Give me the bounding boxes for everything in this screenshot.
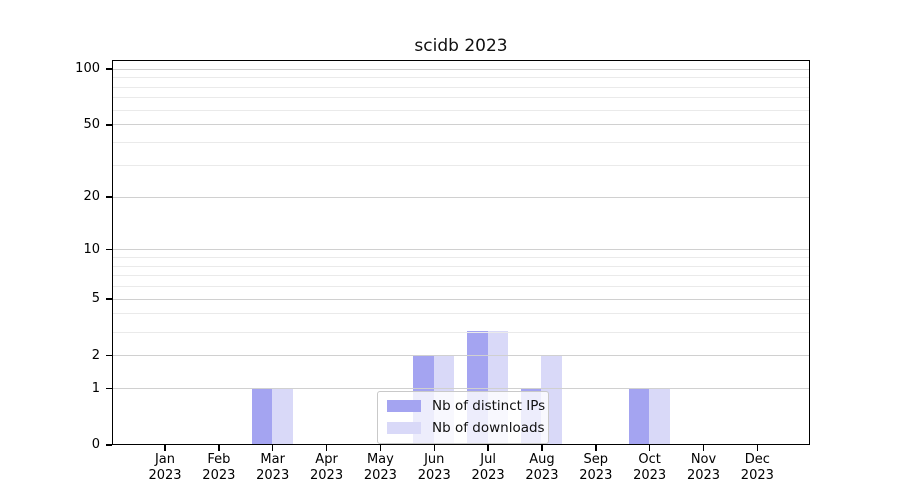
- y-tick-mark: [106, 354, 112, 357]
- y-tick-mark: [106, 298, 112, 300]
- x-tick-month: Oct: [638, 452, 661, 467]
- y-tick-mark: [106, 444, 112, 446]
- x-tick-mark: [164, 445, 166, 451]
- grid-layer: [113, 61, 809, 444]
- x-tick-label: Apr 2023: [297, 452, 357, 484]
- gridline-major: [113, 355, 809, 357]
- x-tick-mark: [271, 445, 274, 451]
- x-tick-mark: [756, 445, 759, 451]
- bar: [272, 387, 293, 444]
- x-tick-label: Jan 2023: [135, 452, 195, 484]
- y-tick-label: 20: [83, 189, 100, 205]
- gridline-major: [113, 124, 809, 126]
- x-tick-label: Jun 2023: [404, 452, 464, 484]
- gridline-minor: [113, 142, 809, 144]
- x-tick-mark: [218, 445, 220, 451]
- bar: [649, 387, 670, 444]
- x-tick-year: 2023: [740, 468, 774, 483]
- x-tick-month: Aug: [529, 452, 555, 467]
- legend-swatch-distinct-ips: [387, 400, 421, 412]
- gridline-minor: [113, 109, 809, 111]
- x-tick-month: Sep: [583, 452, 609, 467]
- gridline-major: [113, 68, 809, 70]
- x-tick-year: 2023: [525, 468, 559, 483]
- x-tick-year: 2023: [633, 468, 667, 483]
- bar: [628, 387, 650, 444]
- x-tick-mark: [595, 445, 597, 451]
- y-tick-mark: [106, 68, 112, 70]
- x-tick-mark: [325, 445, 328, 451]
- y-tick-mark: [106, 248, 112, 251]
- y-tick-label: 10: [83, 241, 100, 257]
- gridline-major: [113, 249, 809, 251]
- legend: Nb of distinct IPs Nb of downloads: [377, 391, 549, 444]
- chart-title: scidb 2023: [414, 36, 508, 56]
- x-tick-month: Apr: [315, 452, 338, 467]
- y-tick-label: 100: [75, 61, 100, 77]
- gridline-minor: [113, 164, 809, 166]
- y-tick-label: 50: [83, 116, 100, 132]
- x-tick-month: Nov: [690, 452, 717, 467]
- gridline-major: [113, 196, 809, 198]
- y-tick-mark: [106, 387, 112, 390]
- x-tick-month: Mar: [260, 452, 285, 467]
- x-tick-mark: [702, 445, 705, 451]
- gridline-minor: [113, 313, 809, 315]
- gridline-minor: [113, 265, 809, 267]
- x-tick-year: 2023: [310, 468, 344, 483]
- x-tick-mark: [541, 445, 543, 451]
- y-tick-label: 0: [91, 437, 100, 452]
- gridline-major: [113, 388, 809, 390]
- gridline-minor: [113, 86, 809, 88]
- legend-swatch-downloads: [387, 422, 421, 434]
- x-tick-label: Sep 2023: [566, 452, 626, 484]
- x-tick-year: 2023: [686, 468, 721, 483]
- x-tick-label: Jul 2023: [458, 452, 518, 484]
- x-tick-year: 2023: [202, 468, 236, 483]
- x-tick-month: Feb: [207, 452, 231, 467]
- y-tick-label: 5: [91, 291, 100, 307]
- gridline-minor: [113, 77, 809, 79]
- gridline-minor: [113, 331, 809, 333]
- gridline-minor: [113, 275, 809, 277]
- bar: [251, 387, 273, 444]
- legend-item-downloads: Nb of downloads: [387, 420, 545, 436]
- plot-area: [112, 60, 810, 445]
- x-tick-month: Jul: [480, 452, 496, 467]
- y-tick-label: 2: [91, 347, 100, 363]
- x-tick-year: 2023: [417, 468, 451, 483]
- gridline-minor: [113, 286, 809, 288]
- x-tick-mark: [648, 445, 651, 451]
- x-tick-year: 2023: [579, 468, 613, 483]
- x-tick-label: May 2023: [350, 452, 410, 484]
- gridline-major: [113, 298, 809, 300]
- x-tick-label: Nov 2023: [674, 452, 734, 484]
- legend-label-distinct-ips: Nb of distinct IPs: [432, 398, 546, 414]
- gridline-minor: [113, 97, 809, 99]
- y-tick-mark: [106, 124, 112, 126]
- gridline-minor: [113, 257, 809, 258]
- x-tick-label: Dec 2023: [727, 452, 787, 484]
- x-tick-month: May: [366, 452, 394, 467]
- x-tick-year: 2023: [148, 468, 182, 483]
- x-tick-year: 2023: [256, 468, 290, 483]
- x-tick-mark: [487, 445, 489, 451]
- x-tick-label: Mar 2023: [243, 452, 303, 484]
- x-tick-mark: [379, 445, 382, 451]
- y-tick-mark: [106, 196, 112, 198]
- x-tick-mark: [433, 445, 435, 451]
- x-tick-label: Oct 2023: [620, 452, 680, 484]
- x-tick-year: 2023: [471, 468, 505, 483]
- x-tick-label: Feb 2023: [189, 452, 249, 484]
- legend-item-distinct-ips: Nb of distinct IPs: [387, 398, 545, 414]
- legend-label-downloads: Nb of downloads: [432, 420, 545, 436]
- x-tick-month: Jan: [154, 452, 176, 467]
- y-tick-label: 1: [91, 380, 100, 396]
- x-tick-year: 2023: [363, 468, 397, 483]
- x-tick-month: Dec: [744, 452, 770, 467]
- x-tick-month: Jun: [424, 452, 445, 467]
- x-tick-label: Aug 2023: [512, 452, 572, 484]
